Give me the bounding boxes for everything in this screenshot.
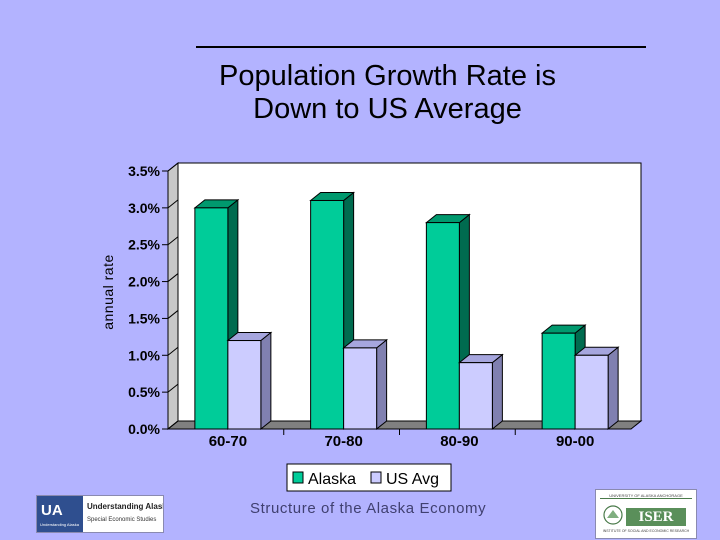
y-tick-diagonal [167,236,179,246]
y-axis-label: annual rate [100,254,116,330]
y-tick-diagonal [167,199,179,209]
legend-swatch [370,471,382,484]
bar-us-avg [343,347,378,430]
y-tick-diagonal [167,310,179,319]
footer-text: Structure of the Alaska Economy [250,500,487,517]
y-tick-label: 1.0% [128,347,160,363]
y-tick-diagonal [167,162,179,172]
bar-alaska [425,222,460,430]
y-tick-label: 3.0% [128,200,160,216]
legend-swatch [292,471,304,484]
bar-alaska [194,207,229,430]
y-tick-diagonal [167,273,179,282]
bar-side-us-avg [607,346,619,431]
y-tick-label: 3.5% [128,163,160,179]
plot-side-wall [167,161,179,431]
ua-logo-name: Understanding Alaska: [87,502,163,511]
x-tick-label: 70-80 [324,433,362,450]
chart-title-line-1: Population Growth Rate is [219,60,556,92]
legend-box [286,463,452,492]
ua-logo-tag: Special Economic Studies [87,517,157,523]
y-tick-label: 2.5% [128,237,160,253]
ua-logo-panel: UA Understanding Alaska [37,496,83,532]
title-rule [196,46,646,48]
x-tick-label: 80-90 [440,433,478,450]
chart-title: Population Growth Rate is Down to US Ave… [150,60,625,126]
y-tick-diagonal [167,420,179,430]
iser-logo-sub: INSTITUTE OF SOCIAL AND ECONOMIC RESEARC… [602,529,690,533]
bar-us-avg [574,354,609,430]
bar-side-us-avg [260,331,272,431]
chart-title-line-2: Down to US Average [253,93,522,125]
y-tick-diagonal [167,346,179,356]
bar-side-us-avg [376,338,388,431]
iser-logo-top: UNIVERSITY OF ALASKA ANCHORAGE [600,493,692,499]
y-tick-diagonal [167,383,179,393]
iser-logo: UNIVERSITY OF ALASKA ANCHORAGE ISER INST… [595,489,697,539]
bar-side-us-avg [491,353,503,431]
y-tick-label: 1.5% [128,310,160,326]
ua-logo-sub: Understanding Alaska [40,522,79,527]
bar-us-avg [227,340,262,430]
bar-us-avg [458,362,493,430]
bar-alaska [541,332,576,430]
y-tick-label: 0.0% [128,421,160,437]
iser-logo-mark: ISER [626,508,686,526]
x-tick-label: 60-70 [209,433,247,450]
ua-logo-mark: UA [41,502,63,519]
x-tick-label: 90-00 [556,433,594,450]
iser-emblem-icon [603,505,623,525]
legend: Alaska US Avg [286,463,452,492]
y-tick-label: 0.5% [128,384,160,400]
understanding-alaska-logo: UA Understanding Alaska Understanding Al… [36,495,164,533]
legend-label: Alaska [308,471,356,488]
legend-label: US Avg [386,471,439,488]
y-tick-label: 2.0% [128,274,160,290]
bar-alaska [310,199,345,430]
